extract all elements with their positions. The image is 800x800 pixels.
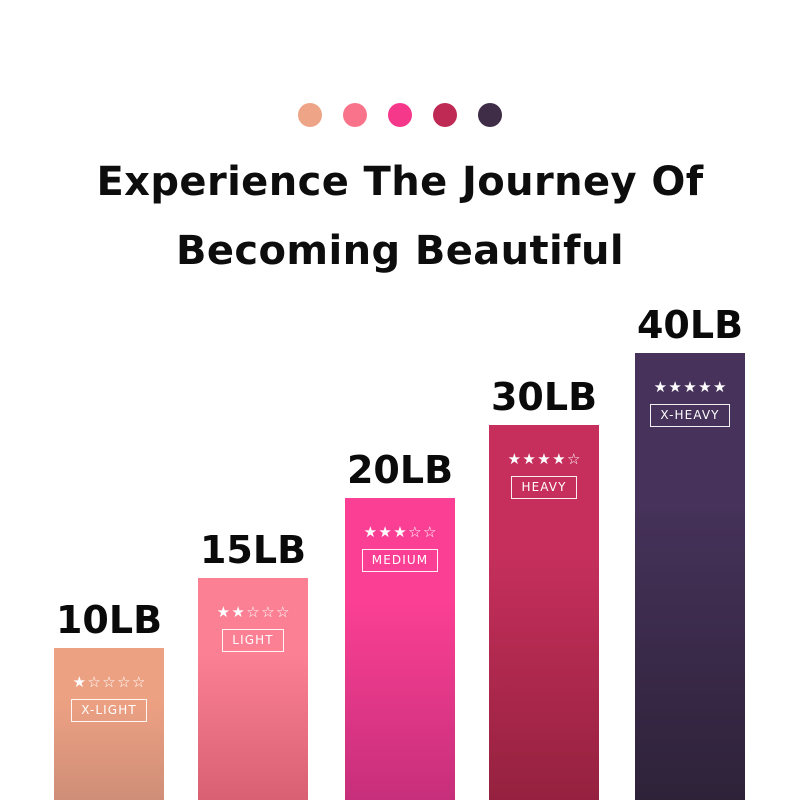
bar-20lb-star-rating-icon: ★★★☆☆ xyxy=(363,523,438,541)
decorative-dot-row xyxy=(0,103,800,127)
bar-10lb-weight-label: 10LB xyxy=(55,598,163,642)
bar-10lb-level-badge: X-LIGHT xyxy=(71,699,147,722)
bar-40lb-level-badge: X-HEAVY xyxy=(650,404,730,427)
dot-x-light xyxy=(298,103,322,127)
bar-40lb-star-rating-icon: ★★★★★ xyxy=(653,378,728,396)
dot-medium xyxy=(388,103,412,127)
bar-20lb-group: 20LB ★★★☆☆ MEDIUM xyxy=(345,448,455,800)
bar-10lb-group: 10LB ★☆☆☆☆ X-LIGHT xyxy=(54,598,164,800)
bar-10lb-star-rating-icon: ★☆☆☆☆ xyxy=(72,673,147,691)
bar-15lb[interactable] xyxy=(198,578,308,800)
dot-light xyxy=(343,103,367,127)
bar-15lb-group: 15LB ★★☆☆☆ LIGHT xyxy=(198,528,308,800)
bar-20lb[interactable] xyxy=(345,498,455,800)
bar-10lb[interactable] xyxy=(54,648,164,800)
bar-30lb-level-badge: HEAVY xyxy=(511,476,577,499)
bar-40lb-rating-block: ★★★★★ X-HEAVY xyxy=(635,379,745,427)
bar-15lb-level-badge: LIGHT xyxy=(222,629,284,652)
bar-30lb-weight-label: 30LB xyxy=(490,375,598,419)
bar-30lb-star-rating-icon: ★★★★☆ xyxy=(507,450,582,468)
dot-x-heavy xyxy=(478,103,502,127)
bar-15lb-weight-label: 15LB xyxy=(199,528,307,572)
bar-40lb[interactable] xyxy=(635,353,745,800)
bar-20lb-rating-block: ★★★☆☆ MEDIUM xyxy=(345,524,455,572)
bar-30lb-group: 30LB ★★★★☆ HEAVY xyxy=(489,375,599,800)
bar-40lb-group: 40LB ★★★★★ X-HEAVY xyxy=(635,303,745,800)
bar-10lb-rating-block: ★☆☆☆☆ X-LIGHT xyxy=(54,674,164,722)
page-title-line-1: Experience The Journey Of xyxy=(96,159,704,205)
dot-heavy xyxy=(433,103,457,127)
bar-15lb-rating-block: ★★☆☆☆ LIGHT xyxy=(198,604,308,652)
bar-15lb-star-rating-icon: ★★☆☆☆ xyxy=(216,603,291,621)
bar-40lb-weight-label: 40LB xyxy=(636,303,744,347)
page-title: Experience The Journey Of Becoming Beaut… xyxy=(0,148,800,286)
bar-20lb-level-badge: MEDIUM xyxy=(361,549,439,572)
bar-30lb[interactable] xyxy=(489,425,599,800)
page-title-line-2: Becoming Beautiful xyxy=(176,228,624,274)
bar-20lb-weight-label: 20LB xyxy=(346,448,454,492)
bar-30lb-rating-block: ★★★★☆ HEAVY xyxy=(489,451,599,499)
